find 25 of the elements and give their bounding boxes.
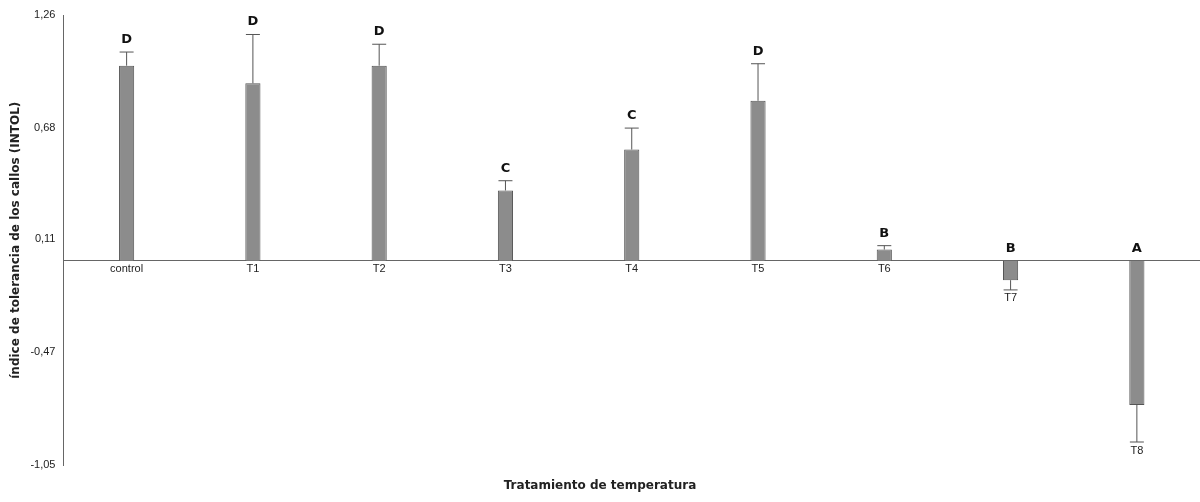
- x-tick-label: T7: [1004, 291, 1017, 304]
- x-tick-label: T6: [877, 262, 891, 275]
- y-tick-label: 0,68: [34, 121, 56, 134]
- annotation: D: [247, 13, 259, 29]
- y-tick-label: -1,05: [30, 458, 56, 471]
- annotation: C: [626, 106, 637, 122]
- x-tick-label: T5: [751, 262, 765, 275]
- annotation: B: [1005, 239, 1016, 255]
- annotation: D: [121, 30, 133, 46]
- x-axis-title: Tratamiento de temperatura: [502, 478, 698, 492]
- annotation: D: [373, 23, 385, 39]
- y-tick-label: 0,11: [34, 232, 56, 245]
- annotation: A: [1131, 239, 1142, 255]
- x-tick-label: T4: [625, 262, 639, 275]
- annotation: C: [500, 159, 511, 175]
- x-tick-label: T1: [246, 262, 260, 275]
- x-tick-label: T3: [499, 262, 512, 275]
- x-tick-label: T2: [372, 262, 386, 275]
- annotation: D: [752, 42, 764, 58]
- y-tick-label: -0,47: [30, 345, 56, 358]
- y-axis-title: índice de tolerancia de los callos (INTOL): [8, 101, 23, 379]
- x-tick-label: control: [110, 262, 144, 275]
- annotation: B: [879, 224, 890, 240]
- x-tick-label: T8: [1130, 443, 1144, 456]
- y-tick-label: 1,26: [34, 8, 56, 21]
